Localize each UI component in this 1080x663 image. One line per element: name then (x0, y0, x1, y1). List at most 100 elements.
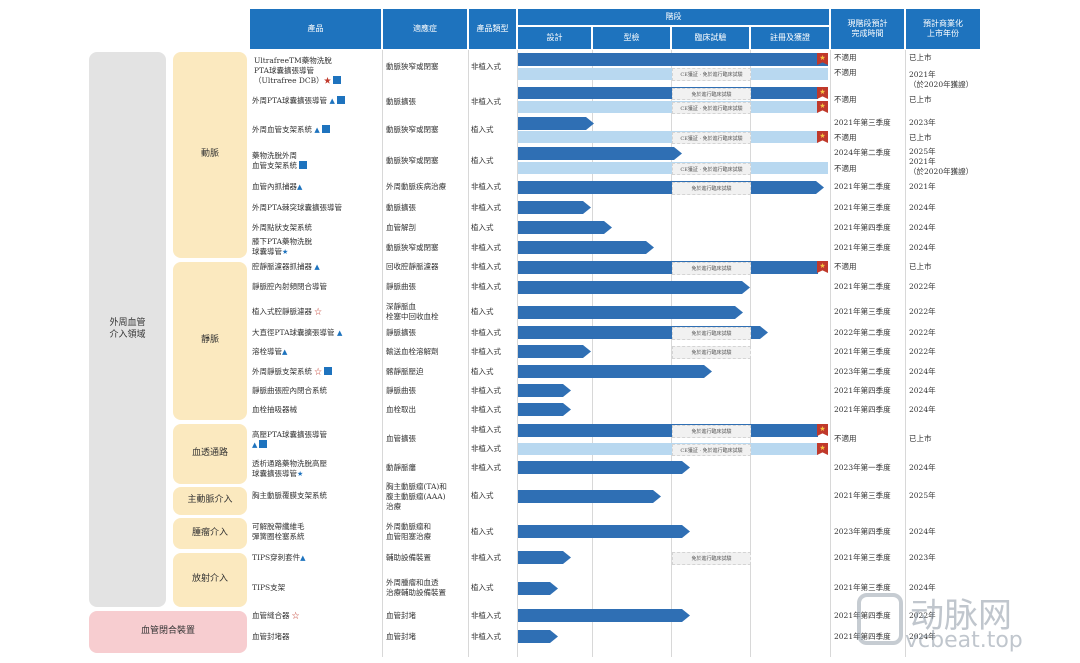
completion-time: 不適用 (834, 133, 857, 142)
launch-year: 2022年 (909, 282, 936, 291)
launch-year: 2024年 (909, 367, 936, 376)
progress-bar (518, 261, 818, 274)
launch-year: 已上市 (909, 262, 932, 271)
indication: 靜脈擴張 (386, 328, 416, 337)
star-outline-icon: ★ (297, 470, 304, 479)
completion-time: 不適用 (834, 164, 857, 173)
completion-time: 2021年第三季度 (834, 243, 891, 252)
progress-bar (518, 281, 750, 294)
product-type: 非植入式 (471, 243, 501, 252)
product-type: 植入式 (471, 583, 494, 592)
triangle-marker-icon: ▲ (297, 183, 303, 191)
product-type: 非植入式 (471, 328, 501, 337)
product-name: 外周血管支架系統 ▲ (252, 125, 330, 135)
completion-time: 2023年第二季度 (834, 367, 891, 376)
watermark-logo-icon (857, 593, 903, 645)
indication: 動脈狹窄或閉塞 (386, 125, 439, 134)
completion-time: 2021年第三季度 (834, 307, 891, 316)
indication: 輸送血栓溶解劑 (386, 347, 439, 356)
launch-year: 已上市 (909, 434, 932, 443)
triangle-marker-icon: ▲ (282, 348, 288, 356)
header-completion: 現階段預計 完成時間 (831, 9, 904, 49)
completion-time: 2021年第三季度 (834, 583, 891, 592)
product-name: 外周靜脈支架系統 ☆ (252, 367, 332, 377)
header-product-type: 產品類型 (469, 9, 516, 49)
launch-year: 2024年 (909, 583, 936, 592)
header-stage-registration: 註冊及獲證 (751, 27, 829, 49)
launch-year: 2024年 (909, 527, 936, 536)
indication: 靜脈曲張 (386, 282, 416, 291)
exempt-note: 免於進行臨床試驗 (672, 182, 751, 195)
product-type: 植入式 (471, 223, 494, 232)
star-outline-icon: ☆ (314, 307, 322, 316)
approved-flag-icon (817, 101, 828, 113)
star-marker-icon: ★ (323, 76, 332, 86)
progress-bar (518, 424, 818, 437)
completion-time: 不適用 (834, 95, 857, 104)
approved-flag-icon (817, 53, 828, 65)
progress-bar (518, 365, 712, 378)
progress-bar (518, 147, 682, 160)
product-type: 非植入式 (471, 182, 501, 191)
product-type: 植入式 (471, 527, 494, 536)
triangle-marker-icon: ▲ (314, 126, 320, 134)
launch-year: 2025年 (909, 147, 936, 156)
triangle-marker-icon: ▲ (336, 329, 343, 337)
launch-year: 2024年 (909, 405, 936, 414)
product-type: 非植入式 (471, 347, 501, 356)
launch-year: 2022年 (909, 307, 936, 316)
square-marker-icon (299, 161, 307, 170)
product-name: 血管內抓捕器▲ (252, 182, 303, 191)
product-name: 靜脈腔內射頻閉合導管 (252, 282, 327, 291)
header-stage-clinical: 臨床試驗 (672, 27, 749, 49)
indication: 胸主動脈瘤(TA)和 腹主動脈瘤(AAA) 治療 (386, 482, 447, 512)
group-aorta: 主動脈介入 (173, 487, 247, 515)
triangle-marker-icon: ▲ (329, 97, 335, 105)
product-name: 血栓抽吸器械 (252, 405, 297, 414)
progress-bar (518, 181, 824, 194)
product-type: 非植入式 (471, 62, 501, 71)
product-name: 胸主動脈覆膜支架系統 (252, 491, 327, 500)
product-type: 非植入式 (471, 405, 501, 414)
progress-bar (518, 306, 743, 319)
launch-year: 2024年 (909, 632, 936, 641)
indication: 動脈擴張 (386, 97, 416, 106)
completion-time: 2021年第四季度 (834, 223, 891, 232)
triangle-marker-icon: ▲ (300, 554, 306, 562)
launch-year: 2022年 (909, 611, 936, 620)
launch-year: 已上市 (909, 133, 932, 142)
approved-flag-icon (817, 87, 828, 99)
indication: 動脈擴張 (386, 203, 416, 212)
indication: 血管封堵 (386, 632, 416, 641)
launch-year: 2022年 (909, 347, 936, 356)
completion-time: 2021年第三季度 (834, 203, 891, 212)
star-outline-icon: ★ (282, 248, 289, 257)
progress-bar (518, 53, 828, 66)
product-type: 植入式 (471, 156, 494, 165)
indication: 外周動脈瘤和 血管阻塞治療 (386, 522, 431, 542)
completion-time: 2021年第三季度 (834, 553, 891, 562)
watermark-url: vcbeat.top (905, 628, 1023, 653)
product-type: 植入式 (471, 125, 494, 134)
product-type: 非植入式 (471, 425, 501, 434)
launch-year: 2024年 (909, 243, 936, 252)
indication: 靜脈曲張 (386, 386, 416, 395)
launch-year: 2021年 （於2020年獲證） (909, 157, 974, 177)
completion-time: 2023年第四季度 (834, 527, 891, 536)
product-name: UltrafreeTM藥物洗脫 PTA球囊擴張導管 （Ultrafree DCB… (254, 56, 342, 86)
exempt-note: 免於進行臨床試驗 (672, 425, 751, 438)
completion-time: 2021年第三季度 (834, 347, 891, 356)
product-name: 外周點狀支架系統 (252, 223, 312, 232)
exempt-note: 免於進行臨床試驗 (672, 262, 751, 275)
group-dialysis: 血透通路 (173, 424, 247, 484)
product-type: 植入式 (471, 367, 494, 376)
indication: 血管封堵 (386, 611, 416, 620)
launch-year: 2021年 (909, 182, 936, 191)
square-marker-icon (333, 76, 342, 85)
indication: 血管擴張 (386, 434, 416, 443)
completion-time: 2021年第三季度 (834, 118, 891, 127)
product-name: 外周PTA棘突球囊擴張導管 (252, 203, 343, 212)
progress-bar-light (518, 131, 818, 143)
header-stage: 階段 (518, 9, 829, 25)
product-name: 高壓PTA球囊擴張導管 ▲ (252, 430, 328, 450)
